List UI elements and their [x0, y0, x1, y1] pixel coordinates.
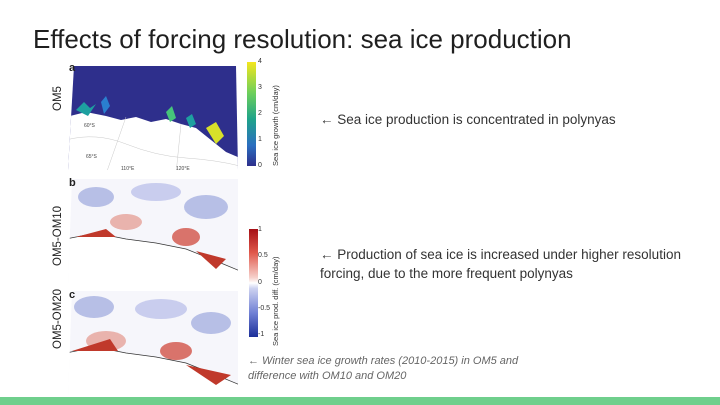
- map-panel-b: b: [66, 177, 240, 287]
- lon-label-120: 120°E: [176, 166, 190, 172]
- figure-caption: ← Winter sea ice growth rates (2010-2015…: [248, 355, 519, 382]
- cbar-bottom-tick-0: 0: [258, 279, 262, 286]
- map-panel-c: c: [66, 289, 240, 397]
- slide-title: Effects of forcing resolution: sea ice p…: [33, 24, 572, 54]
- cbar-bottom-tick-neg-1: -1: [258, 331, 265, 338]
- bottom-accent-bar: [0, 397, 720, 405]
- cbar-bottom-tick-0-5: 0.5: [258, 252, 268, 259]
- row-label-om5: OM5: [52, 86, 64, 111]
- row-label-om5-om10: OM5-OM10: [52, 205, 64, 266]
- row-label-om5-om20: OM5-OM20: [52, 288, 64, 349]
- note-polynyas: ← Sea ice production is concentrated in …: [320, 112, 616, 127]
- panel-label-c: c: [69, 289, 76, 301]
- colorbar-diff: [249, 229, 258, 337]
- colorbar-diff-title: Sea ice prod. diff. (cm/day): [271, 256, 280, 346]
- lon-label-110: 110°E: [121, 166, 135, 172]
- cbar-top-tick-0: 0: [258, 162, 262, 169]
- map-panel-a: 60°S 65°S 110°E 120°E a: [66, 62, 240, 174]
- map-om5-om20-diff: [68, 291, 238, 397]
- cbar-top-tick-2: 2: [258, 110, 262, 117]
- cbar-top-tick-3: 3: [258, 84, 262, 91]
- cbar-bottom-tick-1: 1: [258, 226, 262, 233]
- colorbar-growth-title: Sea ice growth (cm/day): [271, 85, 280, 166]
- cbar-top-tick-4: 4: [258, 58, 262, 65]
- map-om5-om10-diff: [68, 179, 238, 285]
- cbar-top-tick-1: 1: [258, 136, 262, 143]
- panel-label-b: b: [69, 177, 76, 189]
- cbar-bottom-tick-neg-0-5: -0.5: [258, 305, 271, 312]
- note-resolution: ← Production of sea ice is increased und…: [320, 247, 681, 281]
- panel-label-a: a: [69, 62, 76, 74]
- map-om5-growth: 60°S 65°S 110°E 120°E: [68, 66, 238, 172]
- lat-label-65: 65°S: [86, 154, 98, 160]
- colorbar-growth: [247, 62, 256, 166]
- lat-label-60: 60°S: [84, 123, 96, 129]
